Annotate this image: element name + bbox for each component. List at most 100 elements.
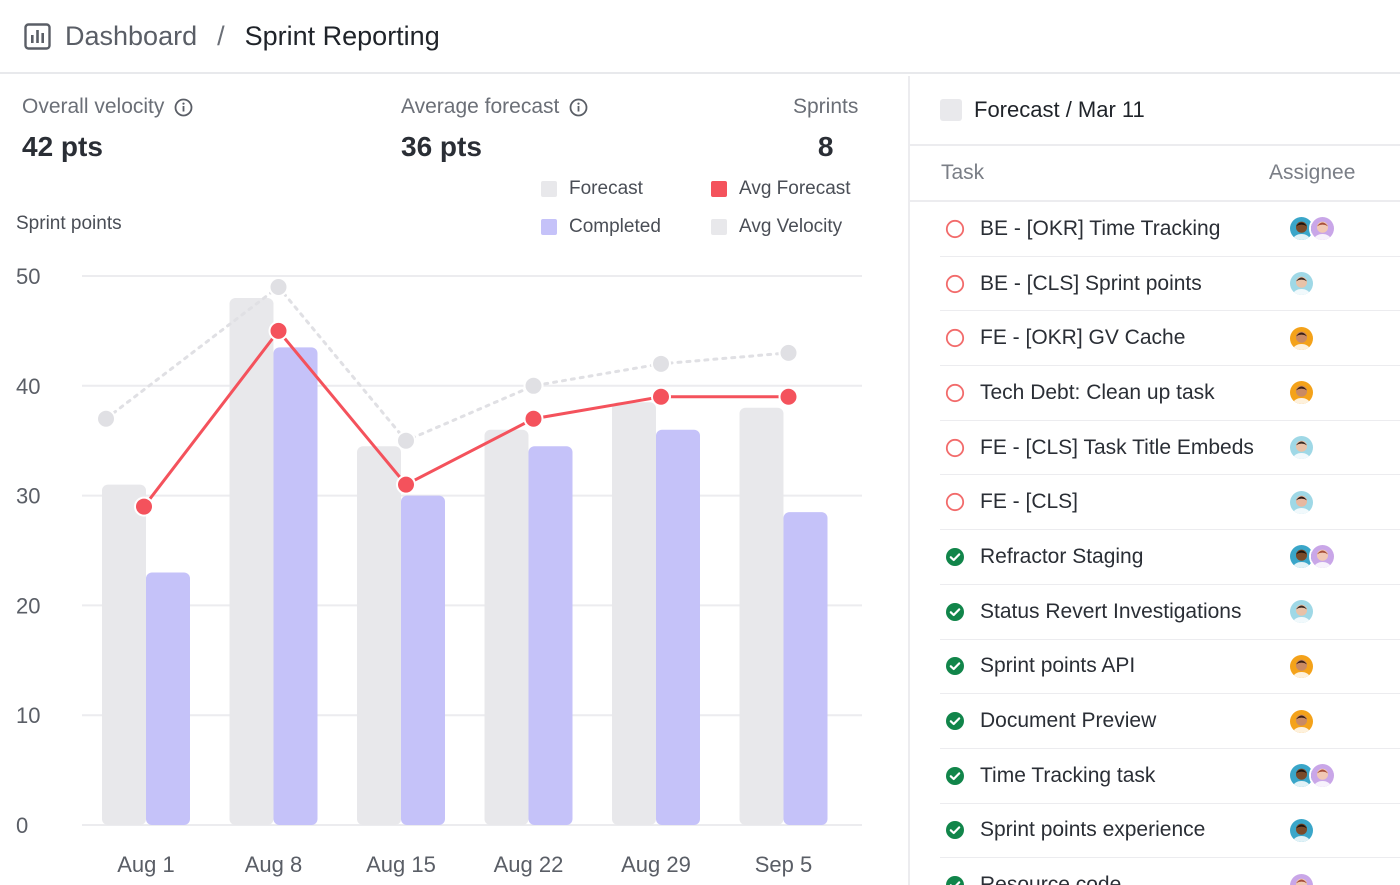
y-tick-label: 30 bbox=[16, 484, 40, 509]
sprint-points-chart: 50 40 30 20 10 0 Aug 1 Aug 8 Aug 15 Aug 22 Aug 29 S… bbox=[16, 264, 862, 877]
task-row[interactable]: BE - [CLS] Sprint points bbox=[940, 257, 1400, 312]
legend-swatch bbox=[711, 219, 727, 235]
bar-forecast bbox=[612, 402, 656, 825]
check-circle-icon[interactable] bbox=[945, 602, 965, 622]
avatar[interactable] bbox=[1288, 434, 1315, 462]
x-tick-label: Aug 22 bbox=[494, 852, 564, 877]
task-row[interactable]: Resource code bbox=[940, 858, 1400, 885]
x-tick-label: Sep 5 bbox=[755, 852, 813, 877]
bar-completed bbox=[401, 495, 445, 825]
y-tick-label: 10 bbox=[16, 703, 40, 728]
bar-forecast bbox=[229, 297, 274, 825]
assignee-avatars bbox=[1288, 652, 1315, 680]
column-task[interactable]: Task bbox=[941, 161, 985, 184]
avatar[interactable] bbox=[1288, 652, 1315, 680]
task-row[interactable]: FE - [OKR] GV Cache bbox=[940, 311, 1400, 367]
legend-completed[interactable]: Completed bbox=[541, 216, 661, 238]
task-row[interactable]: Refractor Staging bbox=[940, 530, 1400, 585]
stat-label: Overall velocity bbox=[22, 95, 165, 118]
check-circle-icon[interactable] bbox=[945, 820, 965, 840]
task-row[interactable]: BE - [OKR] Time Tracking bbox=[940, 202, 1400, 257]
legend-forecast[interactable]: Forecast bbox=[541, 178, 643, 200]
avg-velocity-point bbox=[268, 276, 289, 297]
avatar[interactable] bbox=[1288, 379, 1315, 407]
check-circle-icon[interactable] bbox=[945, 711, 965, 731]
task-row[interactable]: Status Revert Investigations bbox=[940, 585, 1400, 640]
avatar[interactable] bbox=[1288, 598, 1315, 626]
task-name: FE - [CLS] Task Title Embeds bbox=[980, 435, 1254, 459]
panel-checkbox[interactable] bbox=[940, 99, 962, 121]
bar-completed bbox=[273, 347, 318, 825]
avatar[interactable] bbox=[1288, 871, 1315, 885]
open-circle-icon[interactable] bbox=[945, 383, 965, 403]
task-name: Time Tracking task bbox=[980, 763, 1156, 787]
stat-value: 8 bbox=[817, 131, 834, 162]
legend-swatch bbox=[711, 181, 727, 197]
bar-completed bbox=[146, 572, 190, 825]
page-title: Sprint Reporting bbox=[244, 20, 440, 51]
info-icon[interactable] bbox=[174, 98, 193, 117]
task-name: Document Preview bbox=[980, 709, 1157, 733]
breadcrumb-separator: / bbox=[217, 20, 225, 51]
task-row[interactable]: FE - [CLS] Task Title Embeds bbox=[940, 421, 1400, 476]
open-circle-icon[interactable] bbox=[945, 438, 965, 458]
task-row[interactable]: Document Preview bbox=[940, 694, 1400, 749]
open-circle-icon[interactable] bbox=[945, 274, 965, 294]
task-row[interactable]: Tech Debt: Clean up task bbox=[940, 366, 1400, 421]
task-row[interactable]: Sprint points experience bbox=[940, 804, 1400, 859]
y-tick-label: 0 bbox=[16, 813, 28, 838]
avg-forecast-point bbox=[396, 474, 416, 495]
avg-forecast-point bbox=[778, 386, 799, 407]
avg-forecast-line bbox=[142, 328, 789, 508]
avatar[interactable] bbox=[1288, 543, 1315, 571]
panel-title: Forecast / Mar 11 bbox=[974, 97, 1145, 122]
avg-velocity-point bbox=[96, 408, 116, 429]
task-list: BE - [OKR] Time Tracking BE - [CLS] Sprin… bbox=[910, 202, 1400, 885]
legend-avg-velocity[interactable]: Avg Velocity bbox=[711, 216, 842, 238]
legend-swatch bbox=[541, 219, 557, 235]
check-circle-icon[interactable] bbox=[945, 766, 965, 786]
avatar[interactable] bbox=[1288, 324, 1315, 352]
assignee-avatars bbox=[1288, 270, 1315, 298]
assignee-avatars bbox=[1288, 488, 1315, 516]
assignee-avatars bbox=[1288, 871, 1315, 885]
top-bar: Dashboard / Sprint Reporting bbox=[0, 0, 1400, 74]
table-header: Task Assignee bbox=[910, 146, 1400, 202]
open-circle-icon[interactable] bbox=[945, 328, 965, 348]
avatar[interactable] bbox=[1288, 816, 1315, 844]
breadcrumb-dashboard[interactable]: Dashboard bbox=[65, 20, 198, 51]
column-assignee[interactable]: Assignee bbox=[1269, 161, 1356, 184]
task-row[interactable]: Sprint points API bbox=[940, 640, 1400, 695]
open-circle-icon[interactable] bbox=[945, 219, 965, 239]
open-circle-icon[interactable] bbox=[945, 492, 965, 512]
task-name: BE - [CLS] Sprint points bbox=[980, 271, 1202, 295]
x-tick-label: Aug 29 bbox=[621, 852, 691, 877]
avg-forecast-point bbox=[651, 386, 671, 407]
avatar[interactable] bbox=[1309, 543, 1336, 571]
task-name: FE - [OKR] GV Cache bbox=[980, 326, 1186, 350]
avg-velocity-point bbox=[651, 353, 671, 374]
check-circle-icon[interactable] bbox=[945, 875, 965, 885]
check-circle-icon[interactable] bbox=[945, 656, 965, 676]
stat-value: 42 pts bbox=[22, 131, 103, 162]
info-icon[interactable] bbox=[569, 98, 588, 117]
bar-completed bbox=[528, 446, 573, 825]
avatar[interactable] bbox=[1309, 215, 1336, 243]
avatar[interactable] bbox=[1288, 707, 1315, 735]
assignee-avatars bbox=[1288, 543, 1336, 571]
avg-forecast-point bbox=[523, 408, 544, 429]
assignee-avatars bbox=[1288, 434, 1315, 462]
y-tick-label: 40 bbox=[16, 374, 40, 399]
avatar[interactable] bbox=[1288, 270, 1315, 298]
avatar[interactable] bbox=[1309, 762, 1336, 790]
task-row[interactable]: FE - [CLS] bbox=[940, 475, 1400, 531]
bar-forecast bbox=[102, 484, 146, 825]
check-circle-icon[interactable] bbox=[945, 547, 965, 567]
legend-avg-forecast[interactable]: Avg Forecast bbox=[711, 178, 851, 200]
task-row[interactable]: Time Tracking task bbox=[940, 749, 1400, 804]
forecast-panel: Forecast / Mar 11 Task Assignee BE - [OK… bbox=[910, 76, 1400, 885]
task-name: Status Revert Investigations bbox=[980, 599, 1242, 623]
avatar[interactable] bbox=[1288, 488, 1315, 516]
stat-label: Sprints bbox=[793, 95, 859, 118]
stat-sprints: Sprints 8 bbox=[793, 95, 858, 163]
